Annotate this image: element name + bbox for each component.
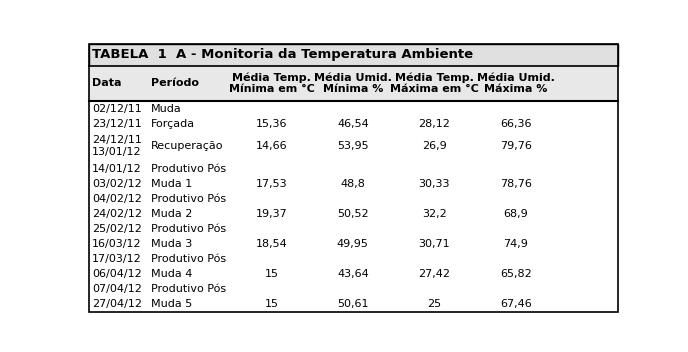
- Text: 30,71: 30,71: [418, 239, 450, 249]
- Bar: [89, 297, 618, 312]
- Text: Período: Período: [151, 78, 199, 88]
- Text: 25: 25: [427, 300, 442, 309]
- Text: Produtivo Pós: Produtivo Pós: [151, 194, 226, 204]
- Text: 67,46: 67,46: [500, 300, 532, 309]
- Bar: [89, 101, 618, 116]
- Bar: [89, 116, 618, 131]
- Text: 14/01/12: 14/01/12: [92, 164, 142, 174]
- Bar: [89, 131, 618, 161]
- Bar: [89, 161, 618, 176]
- Text: Produtivo Pós: Produtivo Pós: [151, 254, 226, 264]
- Text: 68,9: 68,9: [504, 209, 528, 219]
- Text: 19,37: 19,37: [256, 209, 288, 219]
- Text: Muda 5: Muda 5: [151, 300, 193, 309]
- Text: 46,54: 46,54: [337, 119, 369, 128]
- Bar: [89, 207, 618, 221]
- Text: Média Temp.
Mínima em °C: Média Temp. Mínima em °C: [229, 73, 315, 94]
- Text: Produtivo Pós: Produtivo Pós: [151, 164, 226, 174]
- Text: Produtivo Pós: Produtivo Pós: [151, 284, 226, 294]
- Text: 04/02/12: 04/02/12: [92, 194, 142, 204]
- Text: 16/03/12: 16/03/12: [92, 239, 142, 249]
- Text: 27/04/12: 27/04/12: [92, 300, 142, 309]
- Bar: [89, 237, 618, 252]
- Text: Recuperação: Recuperação: [151, 141, 224, 151]
- Bar: [89, 282, 618, 297]
- Text: 78,76: 78,76: [500, 179, 532, 189]
- Text: 23/12/11: 23/12/11: [92, 119, 142, 128]
- Text: 65,82: 65,82: [500, 269, 532, 279]
- Text: 02/12/11: 02/12/11: [92, 103, 142, 114]
- Text: Muda 3: Muda 3: [151, 239, 193, 249]
- Text: Muda: Muda: [151, 103, 182, 114]
- Text: 07/04/12: 07/04/12: [92, 284, 142, 294]
- Text: Média Umid.
Mínima %: Média Umid. Mínima %: [314, 73, 391, 94]
- Text: 18,54: 18,54: [256, 239, 288, 249]
- Text: 26,9: 26,9: [422, 141, 447, 151]
- Bar: [89, 66, 618, 101]
- Text: 74,9: 74,9: [504, 239, 528, 249]
- Text: 27,42: 27,42: [418, 269, 451, 279]
- Bar: [89, 221, 618, 237]
- Bar: [89, 267, 618, 282]
- Text: 25/02/12: 25/02/12: [92, 224, 142, 234]
- Text: 15,36: 15,36: [256, 119, 288, 128]
- Text: 48,8: 48,8: [341, 179, 365, 189]
- Bar: [89, 176, 618, 191]
- Text: 17/03/12: 17/03/12: [92, 254, 142, 264]
- Bar: [89, 44, 618, 66]
- Text: TABELA  1  A - Monitoria da Temperatura Ambiente: TABELA 1 A - Monitoria da Temperatura Am…: [92, 48, 473, 61]
- Text: 03/02/12: 03/02/12: [92, 179, 142, 189]
- Text: Produtivo Pós: Produtivo Pós: [151, 224, 226, 234]
- Text: 66,36: 66,36: [500, 119, 532, 128]
- Text: 49,95: 49,95: [337, 239, 369, 249]
- Text: 50,61: 50,61: [337, 300, 369, 309]
- Text: 43,64: 43,64: [337, 269, 369, 279]
- Text: 15: 15: [265, 269, 279, 279]
- Text: 17,53: 17,53: [256, 179, 288, 189]
- Text: 06/04/12: 06/04/12: [92, 269, 142, 279]
- Text: 50,52: 50,52: [337, 209, 369, 219]
- Bar: [89, 191, 618, 207]
- Text: Média Temp.
Máxima em °C: Média Temp. Máxima em °C: [390, 73, 479, 94]
- Text: 28,12: 28,12: [418, 119, 451, 128]
- Text: Média Umid.
Máxima %: Média Umid. Máxima %: [477, 73, 555, 94]
- Text: Muda 2: Muda 2: [151, 209, 193, 219]
- Text: 15: 15: [265, 300, 279, 309]
- Text: 24/02/12: 24/02/12: [92, 209, 142, 219]
- Text: Data: Data: [92, 78, 121, 88]
- Text: 32,2: 32,2: [422, 209, 447, 219]
- Text: Muda 4: Muda 4: [151, 269, 193, 279]
- Text: Forçada: Forçada: [151, 119, 195, 128]
- Text: 24/12/11
13/01/12: 24/12/11 13/01/12: [92, 136, 142, 157]
- Text: 79,76: 79,76: [500, 141, 532, 151]
- Bar: [89, 252, 618, 267]
- Text: 53,95: 53,95: [337, 141, 369, 151]
- Text: 14,66: 14,66: [256, 141, 288, 151]
- Text: 30,33: 30,33: [419, 179, 450, 189]
- Text: Muda 1: Muda 1: [151, 179, 193, 189]
